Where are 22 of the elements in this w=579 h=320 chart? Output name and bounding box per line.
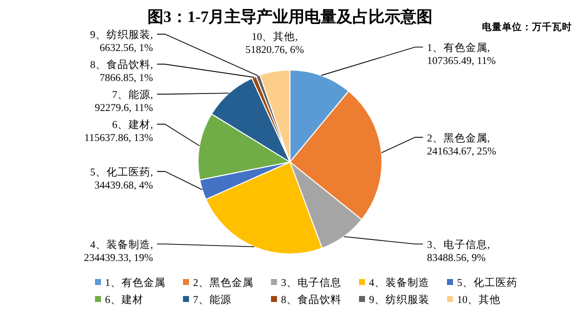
data-label: 9、纺织服装, 6632.56, 1% [90,28,154,54]
data-label: 8、食品饮料, 7866.85, 1% [90,58,154,84]
legend-label: 1、有色金属 [105,277,166,289]
data-label: 10、其他, 51820.76, 6% [245,30,304,56]
legend-label: 7、能源 [193,293,232,306]
data-label: 6、建材, 115637.86, 13% [84,118,154,144]
data-label: 7、能源, 92279.6, 11% [94,88,154,114]
legend-label: 6、建材 [105,293,144,306]
legend-label: 3、电子信息 [281,276,342,289]
legend-label: 9、纺织服装 [369,293,430,306]
data-label: 5、化工医药, 34439.68, 4% [90,165,154,192]
legend-label: 2、黑色金属 [193,277,254,289]
data-label: 4、装备制造, 234439.33, 19% [84,238,154,264]
legend-label: 8、食品饮料 [281,293,342,306]
data-label: 1、有色金属, 107365.49, 11% [427,42,496,68]
text: 电量单位：万千瓦时 [482,21,572,33]
data-label: 2、黑色金属, 241634.67, 25% [427,132,496,158]
legend-label: 10、其他 [457,293,500,306]
legend-label: 5、化工医药 [457,276,518,289]
data-label: 3、电子信息, 83488.56, 9% [427,238,490,264]
legend-label: 4、装备制造 [369,276,430,289]
chart-title: 图3：1-7月主导产业用电量及占比示意图 [147,7,433,26]
